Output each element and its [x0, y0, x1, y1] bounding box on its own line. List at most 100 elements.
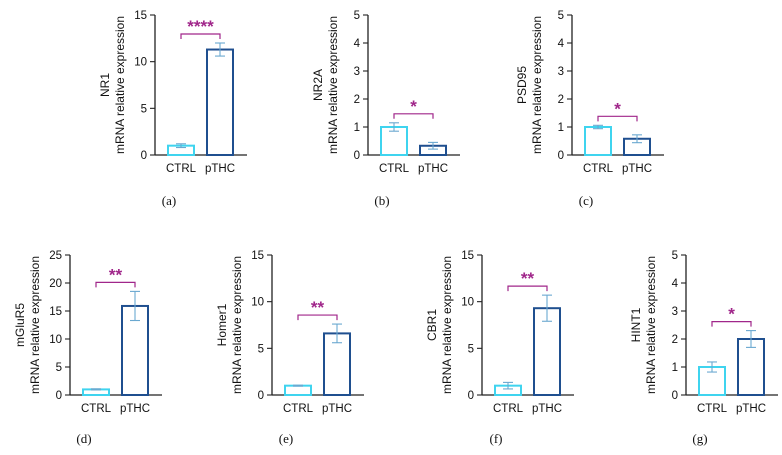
y-tick-label: 2 [672, 334, 678, 346]
panel-caption: (g) [692, 431, 707, 446]
y-tick-label: 5 [354, 10, 360, 22]
y-tick-label: 3 [672, 306, 678, 318]
y-axis-label-line: CBR1 [425, 309, 439, 341]
y-axis-label: PSD95mRNA relative expression [515, 16, 544, 154]
significance-bracket [297, 314, 338, 321]
chart-panel-2: 0 1 2 3 4 5 NR2AmRNA relative expression CTRL pT… [311, 10, 460, 208]
y-axis-label-line: mRNA relative expression [440, 256, 454, 394]
x-tick-label: CTRL [583, 163, 614, 175]
y-tick-label: 25 [49, 250, 62, 262]
y-tick-label: 15 [134, 10, 147, 22]
chart-panel-1: 0 5 10 15 NR1mRNA relative expression CTRL pTH… [98, 10, 247, 208]
chart-panel-6: 0 5 10 15 CBR1mRNA relative expression CTRL pT… [425, 250, 574, 446]
y-axis-label-line: PSD95 [515, 66, 529, 104]
y-tick-label: 0 [141, 150, 147, 162]
y-tick-label: 15 [251, 250, 264, 262]
x-tick-label: pTHC [205, 163, 235, 175]
y-axis-label: NR1mRNA relative expression [98, 16, 127, 154]
y-tick-label: 0 [56, 390, 62, 402]
panel-caption: (e) [279, 431, 293, 446]
panel-caption: (c) [579, 193, 593, 208]
y-tick-label: 1 [354, 122, 360, 134]
y-tick-label: 1 [558, 122, 564, 134]
x-tick-label: pTHC [622, 163, 652, 175]
y-tick-label: 1 [672, 362, 678, 374]
significance-marker: ** [109, 265, 123, 284]
chart-panel-5: 0 5 10 15 Homer1mRNA relative expression CTRL… [215, 250, 364, 446]
y-axis-label-line: Homer1 [215, 303, 229, 346]
y-axis-label-line: mRNA relative expression [644, 256, 658, 394]
y-axis-label-line: NR2A [311, 69, 325, 101]
y-tick-label: 10 [461, 297, 474, 309]
y-tick-label: 10 [251, 297, 264, 309]
x-tick-label: CTRL [493, 403, 524, 415]
y-tick-label: 0 [354, 150, 360, 162]
bar-ctrl [284, 384, 312, 396]
x-tick-label: CTRL [283, 403, 314, 415]
y-axis-label: Homer1mRNA relative expression [215, 256, 244, 394]
y-axis-label-line: mRNA relative expression [113, 16, 127, 154]
panel-caption: (b) [374, 193, 389, 208]
y-tick-label: 4 [354, 38, 361, 50]
y-tick-label: 5 [672, 250, 678, 262]
significance-bracket [393, 113, 434, 119]
x-tick-label: pTHC [120, 403, 150, 415]
significance-marker: ** [311, 298, 325, 317]
x-tick-label: pTHC [418, 163, 448, 175]
y-axis-label-line: NR1 [98, 73, 112, 97]
significance-marker: * [614, 99, 621, 118]
panel-caption: (f) [490, 431, 503, 446]
y-axis-label: CBR1mRNA relative expression [425, 256, 454, 394]
significance-bracket [180, 33, 221, 39]
y-tick-label: 2 [558, 94, 564, 106]
x-tick-label: CTRL [166, 163, 197, 175]
y-tick-label: 5 [141, 103, 147, 115]
chart-panel-7: 0 1 2 3 4 5 HINT1mRNA relative expression CTRL p… [629, 250, 778, 446]
bar-pthc [206, 48, 234, 156]
y-tick-label: 15 [461, 250, 474, 262]
significance-marker: * [410, 97, 417, 116]
y-tick-label: 10 [49, 334, 62, 346]
y-tick-label: 15 [49, 306, 62, 318]
significance-bracket [711, 321, 752, 327]
panel-caption: (d) [76, 431, 91, 446]
chart-panel-3: 0 1 2 3 4 5 PSD95mRNA relative expression CTRL p… [515, 10, 664, 208]
x-tick-label: pTHC [736, 403, 766, 415]
y-tick-label: 0 [558, 150, 564, 162]
y-tick-label: 5 [468, 343, 474, 355]
y-tick-label: 20 [49, 278, 62, 290]
y-tick-label: 5 [558, 10, 564, 22]
y-tick-label: 5 [258, 343, 264, 355]
y-tick-label: 0 [672, 390, 678, 402]
x-tick-label: CTRL [379, 163, 410, 175]
y-tick-label: 3 [558, 66, 564, 78]
y-axis-label-line: mRNA relative expression [28, 256, 42, 394]
y-tick-label: 10 [134, 57, 147, 69]
y-tick-label: 5 [56, 362, 62, 374]
y-tick-label: 2 [354, 94, 360, 106]
y-tick-label: 4 [672, 278, 679, 290]
y-axis-label: HINT1mRNA relative expression [629, 256, 658, 394]
y-tick-label: 3 [354, 66, 360, 78]
x-tick-label: CTRL [697, 403, 728, 415]
bar-ctrl [584, 126, 612, 156]
y-tick-label: 0 [258, 390, 264, 402]
panel-caption: (a) [162, 193, 176, 208]
y-axis-label-line: mGluR5 [13, 303, 27, 347]
significance-marker: **** [187, 17, 214, 36]
x-tick-label: pTHC [532, 403, 562, 415]
y-axis-label: NR2AmRNA relative expression [311, 16, 340, 154]
bar-pthc [737, 338, 765, 396]
x-tick-label: pTHC [322, 403, 352, 415]
y-tick-label: 0 [468, 390, 474, 402]
significance-bracket [597, 115, 638, 122]
significance-bracket [95, 281, 136, 288]
y-axis-label-line: mRNA relative expression [530, 16, 544, 154]
significance-bracket [507, 285, 548, 292]
significance-marker: ** [521, 269, 535, 288]
chart-panel-4: 0 5 10 15 20 25 mGluR5mRNA relative expression… [13, 250, 162, 446]
y-tick-label: 4 [558, 38, 565, 50]
y-axis-label-line: mRNA relative expression [230, 256, 244, 394]
y-axis-label: mGluR5mRNA relative expression [13, 256, 42, 394]
